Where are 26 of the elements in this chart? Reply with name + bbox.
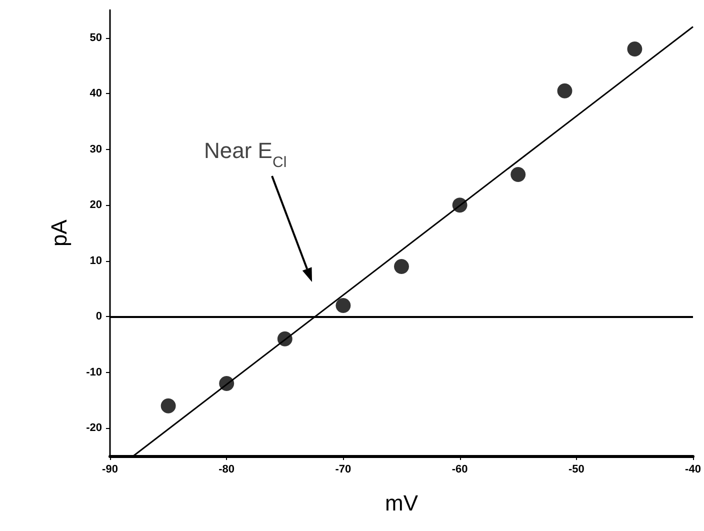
point	[277, 331, 292, 346]
y-tick-label: 20	[90, 199, 102, 212]
point	[510, 166, 526, 182]
point	[627, 42, 642, 57]
y-tick-label: 40	[90, 88, 102, 100]
point	[336, 298, 351, 313]
point	[557, 83, 572, 98]
x-tick-label: -60	[452, 464, 468, 476]
y-tick-label: 30	[90, 143, 102, 156]
point	[452, 198, 468, 213]
x-tick-label: -50	[568, 464, 584, 476]
y-tick-label: -10	[86, 366, 102, 378]
y-axis-title: pA	[46, 219, 72, 246]
y-tick-label: -20	[86, 422, 102, 434]
x-axis-title: mV	[385, 490, 418, 516]
point	[160, 398, 176, 414]
y-tick-label: 0	[96, 310, 102, 323]
point	[219, 376, 234, 392]
x-tick-label: -90	[102, 464, 118, 476]
annotation: Near E$_{Cl}$	[204, 138, 287, 170]
x-tick-label: -70	[335, 464, 352, 476]
x-tick-label: -40	[685, 464, 701, 476]
y-tick-label: 10	[90, 254, 102, 267]
x-tick-label: -80	[218, 464, 235, 476]
y-tick-label: 50	[90, 32, 102, 44]
point	[394, 258, 409, 274]
